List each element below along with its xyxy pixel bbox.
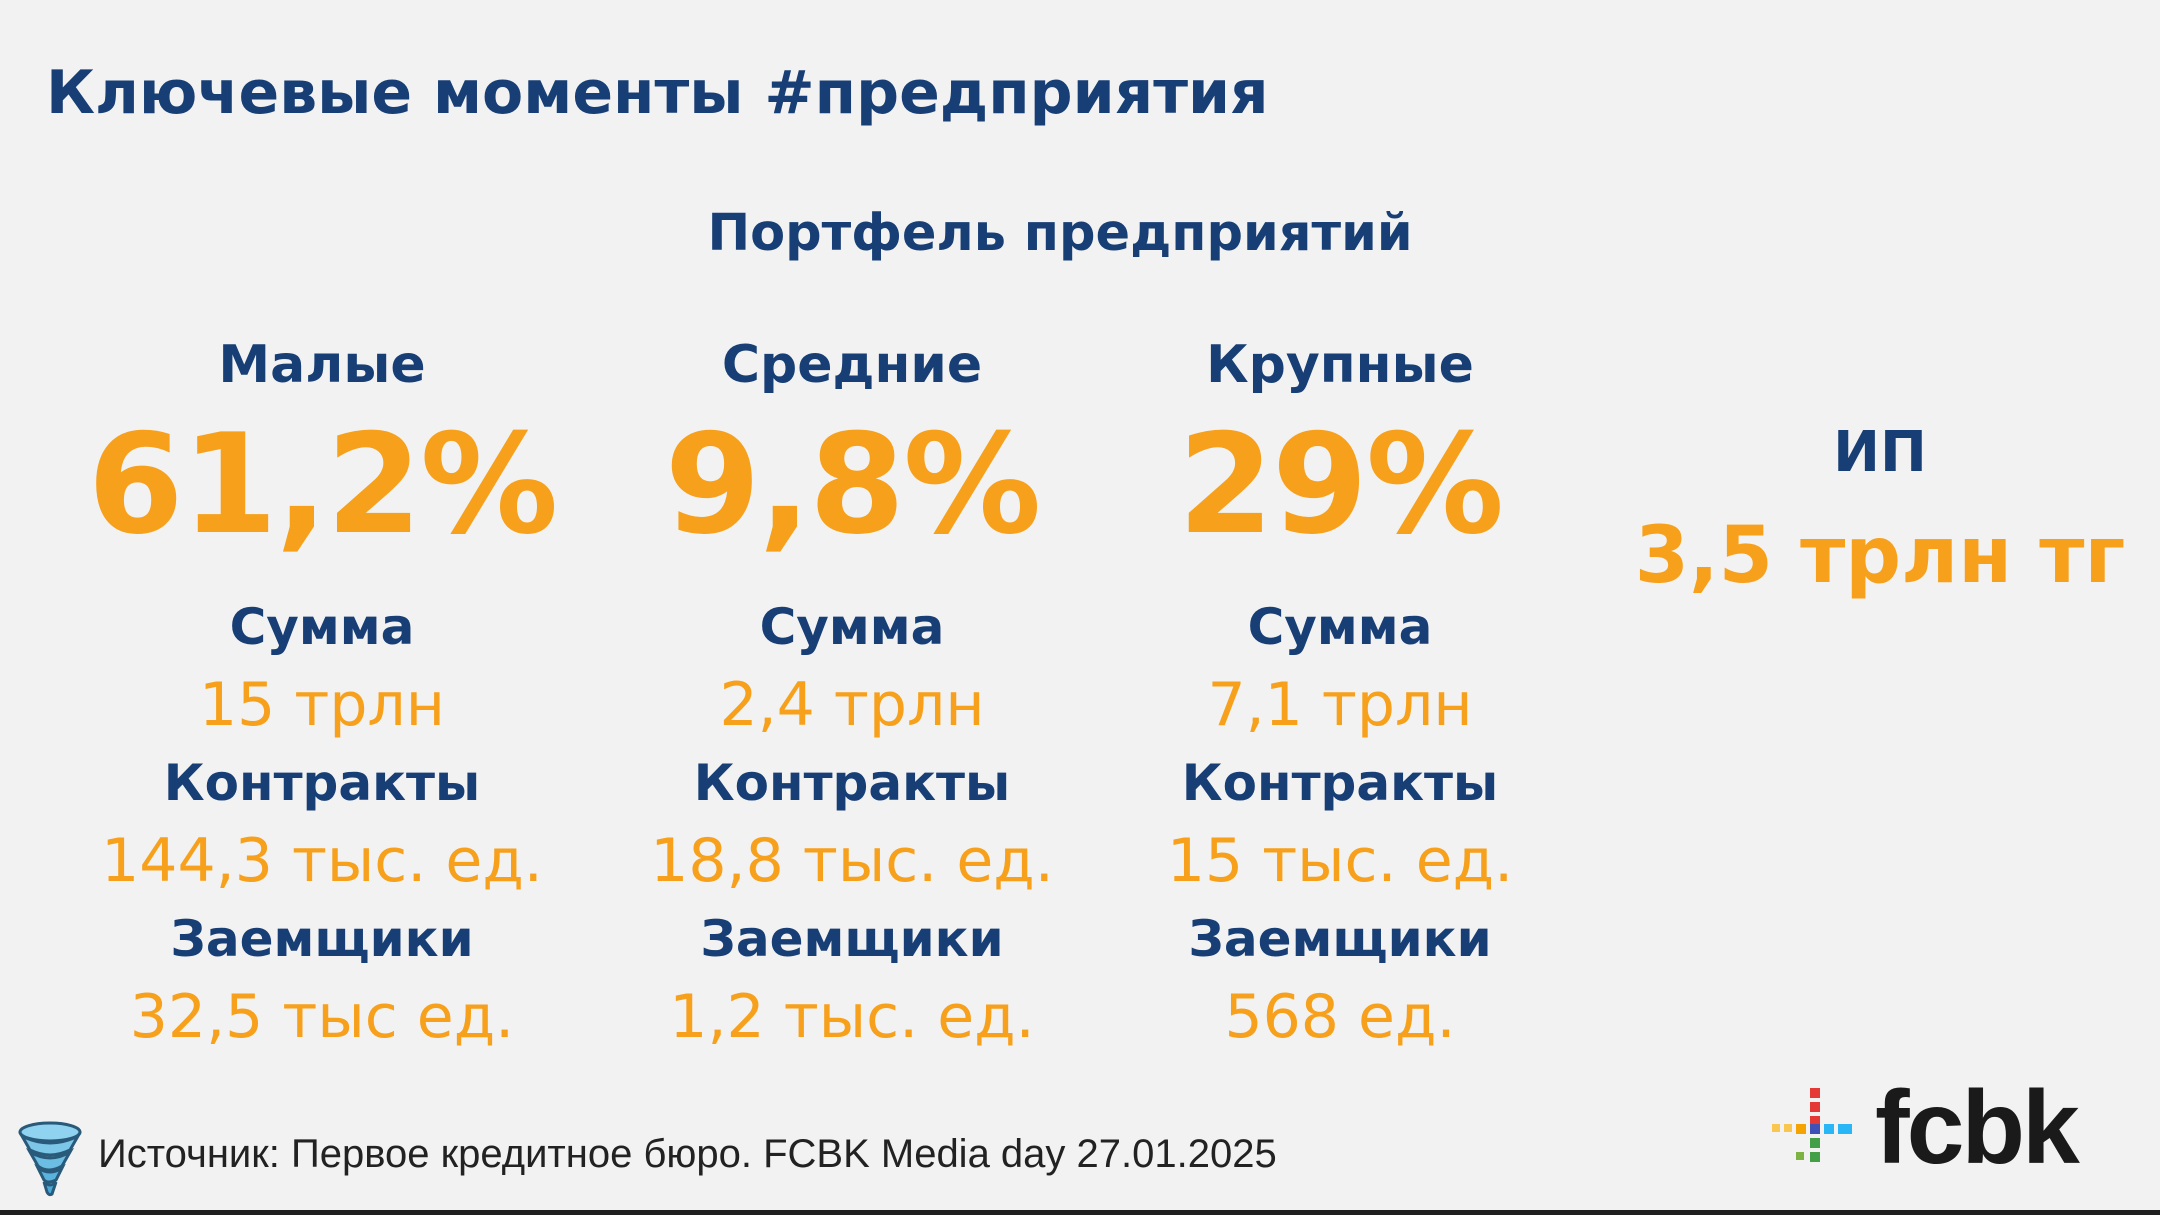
segment-share: 61,2% bbox=[87, 404, 559, 565]
segment-name: Средние bbox=[721, 335, 983, 395]
segment-large: Крупные 29% Сумма 7,1 трлн Контракты 15 … bbox=[1060, 330, 1620, 1062]
segment-small: Малые 61,2% Сумма 15 трлн Контракты 144,… bbox=[42, 330, 602, 1062]
contracts-label: Контракты bbox=[163, 754, 481, 812]
slide-subtitle: Портфель предприятий bbox=[707, 204, 1413, 263]
sum-label: Сумма bbox=[1247, 598, 1433, 656]
contracts-value: 144,3 тыс. ед. bbox=[101, 826, 543, 896]
segment-share: 9,8% bbox=[664, 404, 1042, 565]
source-note: Источник: Первое кредитное бюро. FCBK Me… bbox=[98, 1132, 1277, 1176]
borrowers-label: Заемщики bbox=[700, 910, 1004, 968]
tornado-icon bbox=[18, 1121, 82, 1197]
fcbk-logo: fcbk bbox=[1770, 1070, 2125, 1186]
sum-label: Сумма bbox=[759, 598, 945, 656]
contracts-value: 18,8 тыс. ед. bbox=[650, 826, 1054, 896]
slide-title: Ключевые моменты #предприятия bbox=[46, 58, 1269, 128]
sum-value: 2,4 трлн bbox=[719, 670, 985, 740]
ip-label: ИП bbox=[1833, 420, 1927, 485]
ip-block: ИП 3,5 трлн тг bbox=[1620, 415, 2140, 611]
fcbk-logo-mark bbox=[1772, 1088, 1852, 1162]
borrowers-value: 1,2 тыс. ед. bbox=[669, 982, 1035, 1052]
borrowers-value: 32,5 тыс ед. bbox=[129, 982, 515, 1052]
segment-name: Крупные bbox=[1206, 335, 1474, 395]
sum-value: 7,1 трлн bbox=[1207, 670, 1473, 740]
borrowers-label: Заемщики bbox=[1188, 910, 1492, 968]
borrowers-value: 568 ед. bbox=[1224, 982, 1456, 1052]
segment-share: 29% bbox=[1177, 404, 1504, 565]
bottom-divider bbox=[0, 1210, 2160, 1215]
ip-value: 3,5 трлн тг bbox=[1634, 511, 2126, 601]
sum-value: 15 трлн bbox=[198, 670, 446, 740]
borrowers-label: Заемщики bbox=[170, 910, 474, 968]
contracts-label: Контракты bbox=[693, 754, 1011, 812]
fcbk-logo-text: fcbk bbox=[1875, 1070, 2080, 1186]
segment-medium: Средние 9,8% Сумма 2,4 трлн Контракты 18… bbox=[572, 330, 1132, 1062]
segment-name: Малые bbox=[218, 335, 426, 395]
contracts-value: 15 тыс. ед. bbox=[1166, 826, 1514, 896]
contracts-label: Контракты bbox=[1181, 754, 1499, 812]
sum-label: Сумма bbox=[229, 598, 415, 656]
